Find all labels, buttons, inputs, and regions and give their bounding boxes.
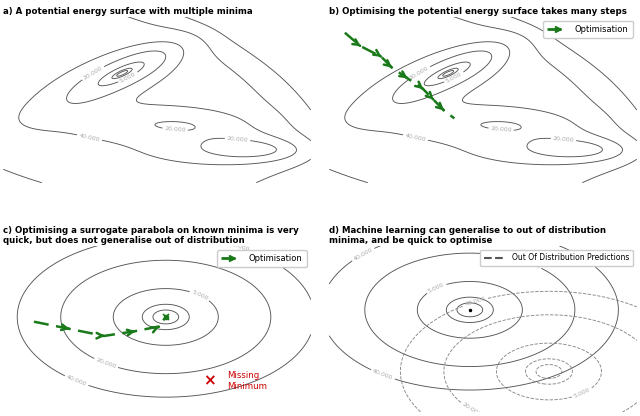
- Text: 20.000: 20.000: [461, 402, 482, 416]
- Text: Missing
Minimum: Missing Minimum: [227, 371, 268, 391]
- Text: 5.000: 5.000: [191, 290, 209, 301]
- Text: d) Machine learning can generalise to out of distribution
minima, and be quick t: d) Machine learning can generalise to ou…: [329, 225, 606, 245]
- Text: 40.000: 40.000: [65, 375, 88, 387]
- Text: 20.000: 20.000: [408, 65, 429, 81]
- Text: 5.000: 5.000: [573, 388, 591, 399]
- Text: c) Optimising a surrogate parabola on known minima is very
quick, but does not g: c) Optimising a surrogate parabola on kn…: [3, 225, 299, 245]
- Text: 40.000: 40.000: [465, 296, 486, 307]
- Text: 20.000: 20.000: [227, 136, 248, 143]
- Text: 20.000: 20.000: [83, 65, 104, 81]
- Text: 20.000: 20.000: [553, 136, 575, 143]
- Text: a) A potential energy surface with multiple minima: a) A potential energy surface with multi…: [3, 7, 253, 16]
- Text: b) Optimising the potential energy surface takes many steps: b) Optimising the potential energy surfa…: [329, 7, 627, 16]
- Legend: Out Of Distribution Predictions: Out Of Distribution Predictions: [481, 250, 633, 266]
- Text: 20.000: 20.000: [490, 126, 512, 133]
- Text: 20.000: 20.000: [95, 357, 117, 370]
- Text: 20.000: 20.000: [164, 126, 186, 133]
- Legend: Optimisation: Optimisation: [217, 250, 307, 267]
- Text: 5.000: 5.000: [428, 282, 445, 294]
- Text: 40.000: 40.000: [353, 247, 374, 262]
- Text: 40.000: 40.000: [372, 369, 394, 381]
- Legend: Optimisation: Optimisation: [543, 21, 632, 38]
- Text: 40.000: 40.000: [228, 242, 250, 253]
- Text: 5.000: 5.000: [445, 71, 463, 84]
- Text: 20.000: 20.000: [518, 257, 541, 269]
- Text: 40.000: 40.000: [404, 133, 427, 142]
- Text: ×: ×: [204, 374, 216, 389]
- Text: 5.000: 5.000: [119, 71, 137, 84]
- Text: 40.000: 40.000: [79, 133, 100, 142]
